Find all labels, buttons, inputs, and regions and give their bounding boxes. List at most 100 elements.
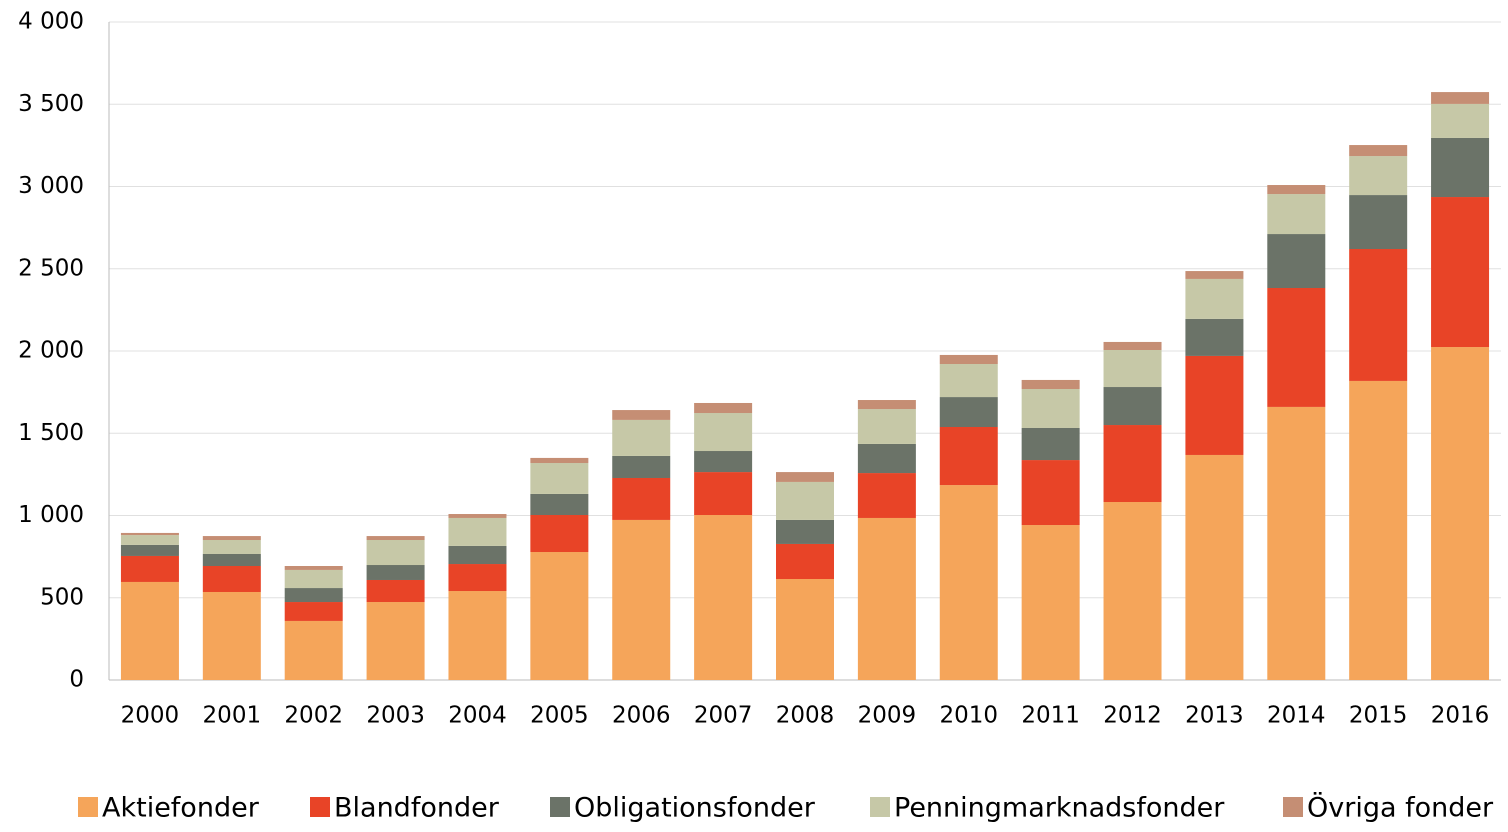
- bar-segment: [202, 536, 261, 541]
- bar-segment: [1103, 502, 1162, 680]
- bar-segment: [776, 472, 834, 482]
- bar-segment: [1103, 341, 1162, 351]
- y-tick-label: 4 000: [18, 9, 84, 35]
- legend-swatch: [550, 797, 570, 817]
- x-tick-label: 2009: [858, 703, 917, 729]
- bar-segment: [284, 566, 343, 570]
- bar-segment: [1349, 249, 1408, 381]
- bar-segment: [448, 514, 507, 518]
- bar-segment: [1267, 185, 1326, 195]
- bar-segment: [1185, 355, 1244, 455]
- bar-segment: [694, 413, 753, 452]
- x-tick-label: 2005: [530, 703, 589, 729]
- bar-segment: [612, 477, 671, 520]
- y-tick-label: 2 500: [18, 255, 84, 281]
- x-tick-label: 2013: [1185, 703, 1244, 729]
- bar-segment: [1267, 234, 1326, 288]
- bar-segment: [612, 419, 671, 456]
- bar-segment: [202, 591, 261, 680]
- bar-segment: [530, 463, 589, 494]
- bar-segment: [1185, 454, 1244, 680]
- bar-segment: [202, 553, 261, 567]
- bar-segment: [612, 410, 671, 420]
- bar-segment: [120, 544, 179, 556]
- legend-swatch: [870, 797, 890, 817]
- bar-segment: [120, 581, 179, 680]
- bar-segment: [1349, 145, 1408, 157]
- bar-segment: [1185, 278, 1244, 319]
- bar-segment: [284, 602, 343, 621]
- bar-segment: [776, 543, 834, 579]
- legend-label: Blandfonder: [334, 793, 500, 824]
- x-tick-label: 2015: [1349, 703, 1408, 729]
- y-tick-label: 3 000: [18, 173, 84, 199]
- legend-label: Obligationsfonder: [574, 793, 816, 824]
- bar-segment: [939, 363, 998, 398]
- bar-segment: [694, 515, 753, 680]
- x-tick-label: 2001: [203, 703, 262, 729]
- bar-segment: [202, 566, 261, 592]
- bar-segment: [284, 620, 343, 680]
- x-tick-label: 2002: [284, 703, 343, 729]
- bar-segment: [612, 455, 671, 478]
- bar-segment: [1185, 271, 1244, 279]
- legend-label: Övriga fonder: [1307, 792, 1494, 824]
- y-tick-label: 0: [69, 667, 84, 693]
- bar-segment: [530, 457, 589, 464]
- x-tick-label: 2007: [694, 703, 753, 729]
- bar-segment: [1103, 387, 1162, 426]
- bar-segment: [530, 493, 589, 516]
- bar-segment: [776, 578, 834, 680]
- bar-segment: [120, 535, 179, 545]
- bar-segment: [939, 485, 998, 680]
- bar-segment: [366, 565, 425, 580]
- bar-segment: [612, 519, 671, 680]
- bar-segment: [366, 602, 425, 680]
- bar-segment: [1349, 380, 1408, 680]
- legend-label: Penningmarknadsfonder: [894, 793, 1225, 824]
- bar-segment: [939, 354, 998, 364]
- bar-segment: [1185, 318, 1244, 356]
- bar-segment: [530, 515, 589, 553]
- x-tick-label: 2011: [1021, 703, 1080, 729]
- bar-segment: [939, 426, 998, 486]
- bar-segment: [694, 451, 753, 473]
- bar-segment: [202, 540, 261, 554]
- bar-segment: [448, 545, 507, 565]
- bar-segment: [1103, 350, 1162, 388]
- bar-segment: [1103, 425, 1162, 503]
- x-tick-label: 2008: [776, 703, 835, 729]
- bar-segment: [284, 588, 343, 603]
- bar-segment: [366, 540, 425, 566]
- bar-segment: [530, 552, 589, 680]
- bar-segment: [1021, 388, 1080, 428]
- bar-segment: [1021, 460, 1080, 526]
- x-tick-label: 2004: [448, 703, 507, 729]
- bar-segment: [776, 519, 834, 544]
- bar-segment: [448, 517, 507, 546]
- x-tick-label: 2012: [1103, 703, 1162, 729]
- bar-segment: [366, 536, 425, 541]
- bar-segment: [1021, 379, 1080, 389]
- bar-segment: [1267, 194, 1326, 235]
- bar-segment: [1349, 156, 1408, 196]
- bar-segment: [366, 579, 425, 603]
- bar-segment: [1431, 92, 1490, 104]
- x-tick-label: 2006: [612, 703, 671, 729]
- y-tick-label: 3 500: [18, 91, 84, 117]
- x-tick-label: 2014: [1267, 703, 1326, 729]
- bar-segment: [1021, 427, 1080, 461]
- bar-segment: [1349, 195, 1408, 250]
- bar-segment: [1021, 525, 1080, 680]
- bar-segment: [857, 400, 916, 410]
- x-tick-label: 2003: [366, 703, 425, 729]
- bar-segment: [448, 564, 507, 592]
- bar-segment: [1431, 347, 1490, 680]
- bar-segment: [857, 443, 916, 474]
- x-tick-label: 2010: [939, 703, 998, 729]
- x-tick-label: 2000: [121, 703, 180, 729]
- bar-segment: [1431, 137, 1490, 198]
- legend-swatch: [1283, 797, 1303, 817]
- bar-segment: [448, 591, 507, 680]
